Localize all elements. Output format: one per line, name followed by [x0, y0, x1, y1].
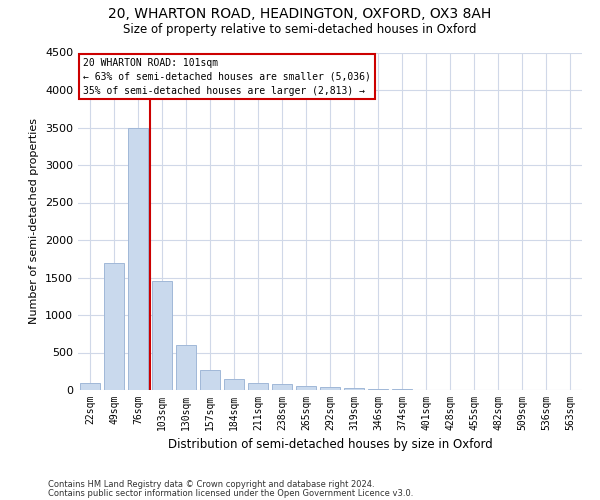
Y-axis label: Number of semi-detached properties: Number of semi-detached properties [29, 118, 40, 324]
Bar [224, 379, 244, 390]
Bar [80, 382, 100, 390]
Bar [176, 345, 196, 390]
Bar [320, 386, 340, 390]
Bar [368, 389, 388, 390]
Bar [104, 262, 124, 390]
Text: 20, WHARTON ROAD, HEADINGTON, OXFORD, OX3 8AH: 20, WHARTON ROAD, HEADINGTON, OXFORD, OX… [109, 8, 491, 22]
Bar [344, 388, 364, 390]
Bar [248, 382, 268, 390]
Bar [128, 128, 148, 390]
Text: Size of property relative to semi-detached houses in Oxford: Size of property relative to semi-detach… [123, 22, 477, 36]
Bar [200, 370, 220, 390]
Text: 20 WHARTON ROAD: 101sqm
← 63% of semi-detached houses are smaller (5,036)
35% of: 20 WHARTON ROAD: 101sqm ← 63% of semi-de… [83, 58, 371, 96]
Bar [152, 281, 172, 390]
Text: Contains HM Land Registry data © Crown copyright and database right 2024.: Contains HM Land Registry data © Crown c… [48, 480, 374, 489]
Text: Contains public sector information licensed under the Open Government Licence v3: Contains public sector information licen… [48, 488, 413, 498]
X-axis label: Distribution of semi-detached houses by size in Oxford: Distribution of semi-detached houses by … [167, 438, 493, 452]
Bar [296, 386, 316, 390]
Bar [272, 384, 292, 390]
